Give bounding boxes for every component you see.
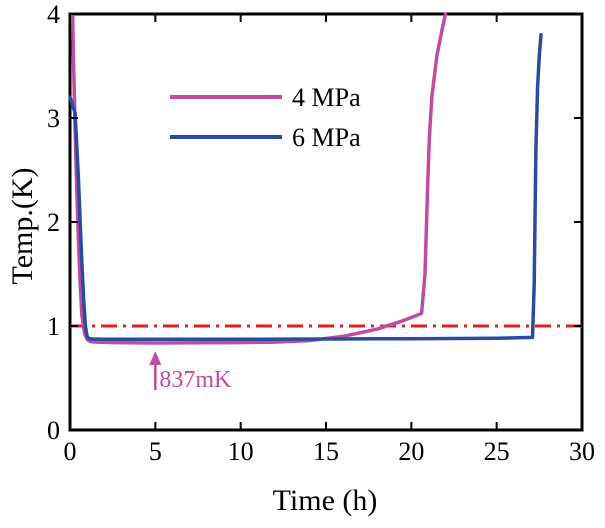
y-tick-label: 1 (47, 312, 60, 341)
x-tick-label: 15 (313, 437, 339, 466)
series-layer (68, 12, 543, 345)
y-tick-label: 0 (47, 416, 60, 445)
series-line-1 (70, 12, 448, 345)
annotation-arrow-head (149, 350, 162, 365)
y-tick-label: 3 (47, 104, 60, 133)
x-tick-label: 10 (228, 437, 254, 466)
y-axis-title: Temp.(K) (6, 167, 39, 284)
plot-frame (68, 12, 584, 432)
legend: 4 MPa 6 MPa (170, 83, 361, 152)
x-tick-label: 5 (149, 437, 162, 466)
x-tick-label: 30 (569, 437, 595, 466)
annotation-layer: 837mK (149, 350, 232, 393)
plot-area (68, 12, 584, 432)
y-tick-label: 4 (47, 0, 60, 29)
tick-layer: 0 5 10 15 20 25 30 0 1 2 3 4 (47, 0, 595, 466)
annotation-label: 837mK (159, 367, 232, 393)
y-tick-label: 2 (47, 208, 60, 237)
x-tick-label: 20 (398, 437, 424, 466)
x-tick-label: 25 (484, 437, 510, 466)
series-line-2 (68, 33, 543, 342)
legend-label-2: 6 MPa (292, 123, 361, 152)
x-axis-title: Time (h) (273, 484, 378, 517)
legend-label-1: 4 MPa (292, 83, 361, 112)
x-tick-label: 0 (64, 437, 77, 466)
